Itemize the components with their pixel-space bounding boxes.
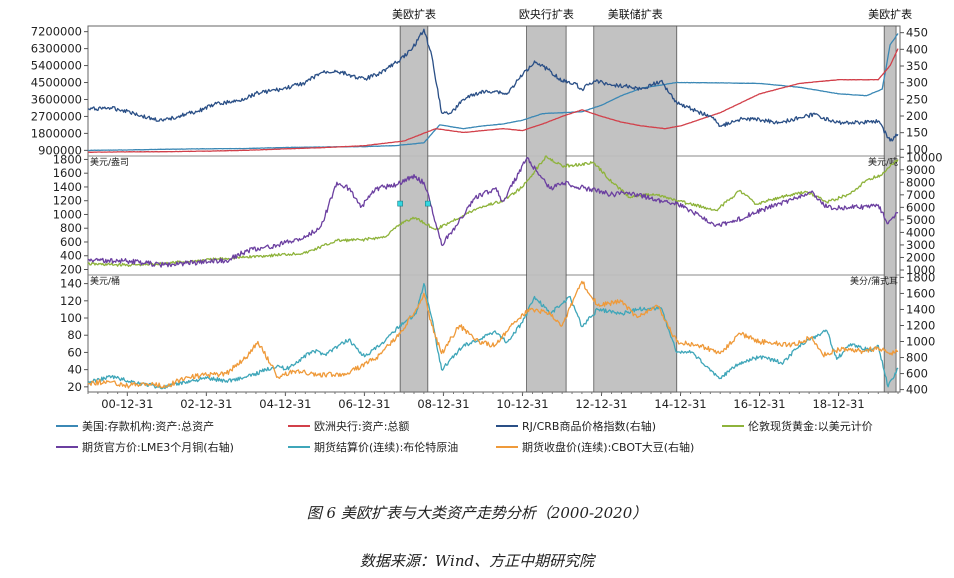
x-tick-label-0: 00-12-31 [101,397,153,411]
left-tick-label: 40 [67,363,82,377]
shaded-period-2 [593,25,678,393]
right-tick-label: 1800 [906,270,935,284]
series-line-gold [87,155,899,267]
x-tick-label-8: 16-12-31 [733,397,785,411]
legend-label-soy: 期货收盘价(连续):CBOT大豆(右轴) [522,440,694,454]
left-tick-label: 1200 [53,194,82,208]
shaded-period-label-1: 欧央行扩表 [519,7,574,21]
left-tick-label: 140 [60,277,82,291]
right-tick-label: 100 [906,142,928,156]
right-tick-label: 600 [906,367,928,381]
series-line-brent [87,282,899,390]
right-tick-label: 6000 [906,200,935,214]
series-line-soy [87,280,899,389]
left-tick-label: 4500000 [31,76,82,90]
right-tick-label: 250 [906,92,928,106]
left-unit-label: 美元/盎司 [90,156,129,168]
selection-marker-0 [397,200,403,207]
right-tick-label: 400 [906,383,928,397]
left-tick-label: 7200000 [31,25,82,39]
left-unit-label: 美元/桶 [90,275,120,287]
x-tick-label-1: 02-12-31 [180,397,232,411]
shaded-period-label-3: 美欧扩表 [868,7,912,21]
left-tick-label: 1800 [53,152,82,166]
right-tick-label: 1400 [906,302,935,316]
right-tick-label: 150 [906,126,928,140]
series-line-ecb [87,48,899,153]
right-tick-label: 2000 [906,250,935,264]
right-tick-label: 1600 [906,286,935,300]
figure-source: 数据来源：Wind、方正中期研究院 [359,552,595,570]
x-tick-label-7: 14-12-31 [654,397,706,411]
left-tick-label: 3600000 [31,92,82,106]
legend-label-fed: 美国:存款机构:资产:总资产 [82,419,214,433]
right-tick-label: 1000 [906,263,935,277]
right-tick-label: 3000 [906,238,935,252]
right-tick-label: 5000 [906,213,935,227]
left-tick-label: 1800000 [31,126,82,140]
left-tick-label: 400 [60,249,82,263]
right-tick-label: 7000 [906,188,935,202]
shaded-period-0 [399,25,429,393]
left-tick-label: 6300000 [31,42,82,56]
chart-figure: 美欧扩表 欧央行扩表 美联储扩表 美欧扩表 00-12-31 02-12-31 04-12-… [31,7,943,454]
left-tick-label: 1400 [53,180,82,194]
shaded-period-1 [526,25,567,393]
right-tick-label: 200 [906,109,928,123]
x-tick-label-9: 18-12-31 [812,397,864,411]
right-tick-label: 10000 [906,150,943,164]
right-tick-label: 1200 [906,318,935,332]
right-tick-label: 450 [906,26,928,40]
right-tick-label: 4000 [906,225,935,239]
x-tick-label-5: 10-12-31 [496,397,548,411]
right-unit-label: 美分/蒲式耳 [850,275,898,287]
right-tick-label: 300 [906,76,928,90]
right-tick-label: 9000 [906,163,935,177]
left-tick-label: 80 [67,328,82,342]
left-tick-label: 600 [60,235,82,249]
shaded-period-label-2: 美联储扩表 [608,7,663,21]
x-tick-label-2: 04-12-31 [259,397,311,411]
right-tick-label: 800 [906,351,928,365]
left-tick-label: 1600 [53,166,82,180]
x-tick-label-4: 08-12-31 [417,397,469,411]
legend-label-copper: 期货官方价:LME3个月铜(右轴) [82,440,234,454]
series-line-crb [87,28,899,142]
shaded-period-label-0: 美欧扩表 [392,7,436,21]
left-tick-label: 100 [60,311,82,325]
right-tick-label: 400 [906,42,928,56]
figure-caption: 图 6 美欧扩表与大类资产走势分析（2000-2020） [306,504,648,522]
left-tick-label: 2700000 [31,109,82,123]
right-tick-label: 350 [906,59,928,73]
plot-frame [87,25,901,393]
series-line-fed [87,33,899,152]
shaded-period-3 [883,25,897,393]
left-tick-label: 200 [60,262,82,276]
series-line-copper [87,156,899,268]
legend-label-brent: 期货结算价(连续):布伦特原油 [314,440,458,454]
right-unit-label: 美元/吨 [868,156,898,168]
selection-marker-1 [425,200,431,207]
legend-label-crb: RJ/CRB商品价格指数(右轴) [522,419,656,433]
left-tick-label: 900000 [38,143,82,157]
legend-label-gold: 伦敦现货黄金:以美元计价 [748,419,873,433]
right-tick-label: 8000 [906,175,935,189]
left-tick-label: 800 [60,221,82,235]
right-tick-label: 1000 [906,335,935,349]
left-tick-label: 20 [67,380,82,394]
left-tick-label: 5400000 [31,59,82,73]
x-tick-label-3: 06-12-31 [338,397,390,411]
left-tick-label: 1000 [53,207,82,221]
legend-label-ecb: 欧洲央行:资产:总额 [314,419,409,433]
left-tick-label: 60 [67,345,82,359]
left-tick-label: 120 [60,294,82,308]
x-tick-label-6: 12-12-31 [575,397,627,411]
